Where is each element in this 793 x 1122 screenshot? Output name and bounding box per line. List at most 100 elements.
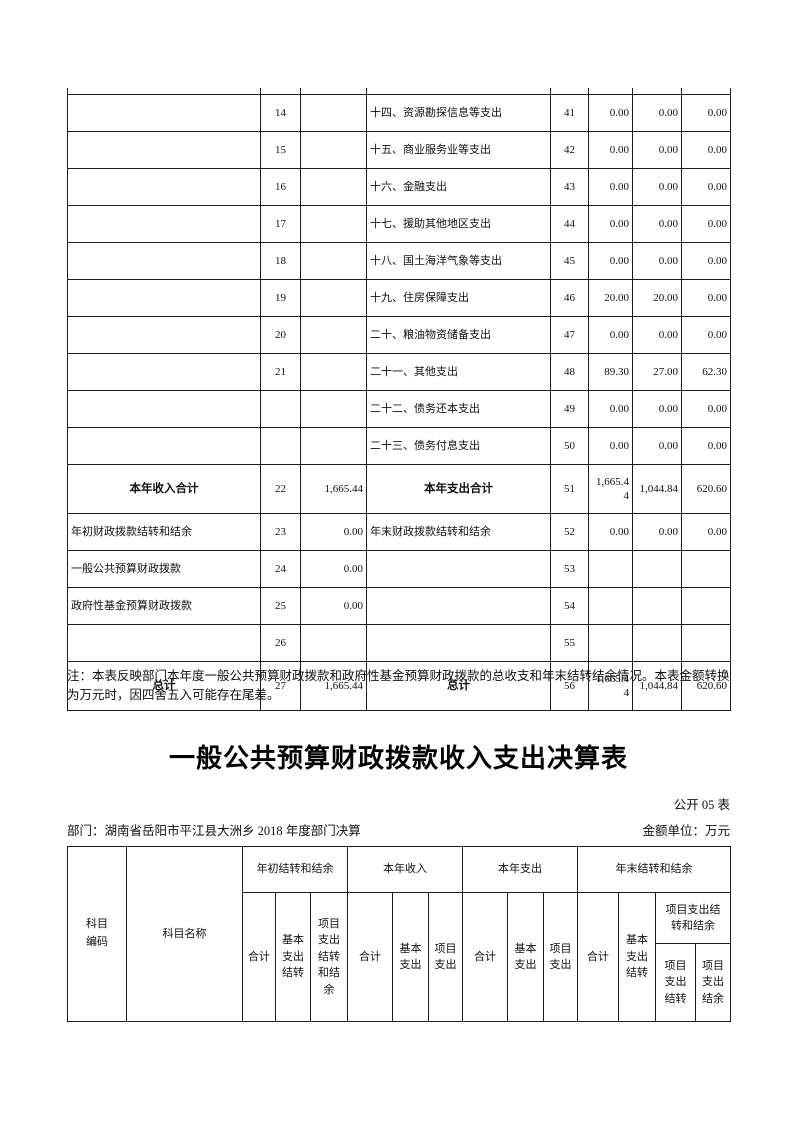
cell-income-line: 16 bbox=[260, 168, 301, 206]
header-project-expense-income: 项目支出 bbox=[428, 892, 463, 1022]
cell-exp-basic: 0.00 bbox=[632, 168, 682, 206]
cell-income-line: 17 bbox=[260, 205, 301, 243]
cell-exp-project: 620.60 bbox=[681, 464, 731, 514]
cell-income-line: 25 bbox=[260, 587, 301, 625]
cell-exp-total: 89.30 bbox=[588, 353, 633, 391]
cell-exp-basic: 0.00 bbox=[632, 94, 682, 132]
cell-exp-label: 二十一、其他支出 bbox=[366, 353, 551, 391]
cell-exp-total: 1,665.44 bbox=[588, 661, 633, 711]
cell-exp-label: 二十二、债务还本支出 bbox=[366, 390, 551, 428]
summary-table-row: 26 55 bbox=[67, 624, 731, 662]
cell-exp-project bbox=[681, 550, 731, 588]
header-total-income: 合计 bbox=[347, 892, 393, 1022]
summary-table-row: 17 十七、援助其他地区支出 44 0.00 0.00 0.00 bbox=[67, 205, 731, 243]
cell-income-amount bbox=[300, 316, 367, 354]
table-code-label: 公开 05 表 bbox=[673, 798, 730, 812]
cell-income-label bbox=[67, 279, 261, 317]
cell-income-line: 19 bbox=[260, 279, 301, 317]
cell-income-label bbox=[67, 390, 261, 428]
header-basic-carryover-end: 基本支出结转 bbox=[618, 892, 656, 1022]
cell-income-label: 政府性基金预算财政拨款 bbox=[67, 587, 261, 625]
cell-income-amount bbox=[300, 94, 367, 132]
cell-income-amount: 0.00 bbox=[300, 513, 367, 551]
cell-exp-total: 0.00 bbox=[588, 242, 633, 280]
cell-income-amount: 0.00 bbox=[300, 587, 367, 625]
cell-income-line: 24 bbox=[260, 550, 301, 588]
cell-exp-line: 43 bbox=[550, 168, 589, 206]
cell-exp-label: 本年支出合计 bbox=[366, 464, 551, 514]
cell-exp-basic: 1,044.84 bbox=[632, 464, 682, 514]
cell-income-amount: 1,665.44 bbox=[300, 464, 367, 514]
cell-income-amount bbox=[300, 168, 367, 206]
header-project-carryover-balance-end: 项目支出结转和结余 bbox=[655, 892, 731, 944]
cell-exp-basic: 0.00 bbox=[632, 131, 682, 169]
cell-exp-label: 总计 bbox=[366, 661, 551, 711]
cell-income-line: 26 bbox=[260, 624, 301, 662]
cell-income-label: 本年收入合计 bbox=[67, 464, 261, 514]
header-group-end-balance: 年末结转和结余 bbox=[577, 846, 731, 893]
cell-income-line: 18 bbox=[260, 242, 301, 280]
cell-exp-line: 56 bbox=[550, 661, 589, 711]
cell-exp-basic: 20.00 bbox=[632, 279, 682, 317]
cell-exp-line: 44 bbox=[550, 205, 589, 243]
header-project-expense-expense: 项目支出 bbox=[543, 892, 578, 1022]
cell-exp-basic: 0.00 bbox=[632, 242, 682, 280]
cell-exp-total bbox=[588, 624, 633, 662]
cell-exp-total: 0.00 bbox=[588, 427, 633, 465]
cell-exp-project: 0.00 bbox=[681, 279, 731, 317]
cell-exp-line: 47 bbox=[550, 316, 589, 354]
detail-table: 科目编码 科目名称 年初结转和结余 本年收入 本年支出 年末结转和结余 合计 基… bbox=[67, 846, 731, 1022]
cell-exp-line: 53 bbox=[550, 550, 589, 588]
cell-income-label bbox=[67, 353, 261, 391]
cell-income-label bbox=[67, 316, 261, 354]
header-group-begin-balance: 年初结转和结余 bbox=[242, 846, 348, 893]
department-line: 部门：湖南省岳阳市平江县大洲乡 2018 年度部门决算 bbox=[67, 824, 361, 838]
cell-exp-label: 十六、金融支出 bbox=[366, 168, 551, 206]
cell-income-line: 20 bbox=[260, 316, 301, 354]
unit-line: 金额单位：万元 bbox=[642, 824, 730, 838]
cell-income-line: 23 bbox=[260, 513, 301, 551]
header-total-end: 合计 bbox=[577, 892, 619, 1022]
detail-header-subsub-row: 项目支出结转 项目支出结余 bbox=[68, 943, 731, 1022]
cell-income-label bbox=[67, 205, 261, 243]
cell-exp-label bbox=[366, 550, 551, 588]
table-meta-row: 部门：湖南省岳阳市平江县大洲乡 2018 年度部门决算 金额单位：万元 bbox=[67, 820, 730, 839]
summary-table: 14 十四、资源勘探信息等支出 41 0.00 0.00 0.00 15 十五、商业服务业等支… bbox=[67, 88, 731, 711]
cell-income-amount bbox=[300, 427, 367, 465]
cell-exp-basic: 0.00 bbox=[632, 316, 682, 354]
summary-table-body: 14 十四、资源勘探信息等支出 41 0.00 0.00 0.00 15 十五、商业服务业等支… bbox=[67, 88, 731, 711]
cell-income-amount bbox=[300, 279, 367, 317]
cell-exp-total: 0.00 bbox=[588, 205, 633, 243]
cell-income-amount bbox=[300, 131, 367, 169]
summary-table-row: 年初财政拨款结转和结余 23 0.00 年末财政拨款结转和结余 52 0.00 0.00 0.… bbox=[67, 513, 731, 551]
cell-exp-project: 0.00 bbox=[681, 316, 731, 354]
cell-exp-total: 0.00 bbox=[588, 390, 633, 428]
summary-table-row: 二十二、债务还本支出 49 0.00 0.00 0.00 bbox=[67, 390, 731, 428]
cell-income-label bbox=[67, 242, 261, 280]
cell-exp-line: 48 bbox=[550, 353, 589, 391]
cell-income-label bbox=[67, 624, 261, 662]
cell-exp-line: 42 bbox=[550, 131, 589, 169]
page-title: 一般公共预算财政拨款收入支出决算表 bbox=[168, 743, 628, 773]
cell-exp-total bbox=[588, 587, 633, 625]
cell-exp-total: 0.00 bbox=[588, 168, 633, 206]
cell-exp-basic bbox=[632, 587, 682, 625]
cell-exp-basic bbox=[632, 624, 682, 662]
cell-exp-basic: 0.00 bbox=[632, 390, 682, 428]
cell-income-amount bbox=[300, 353, 367, 391]
cell-exp-total: 0.00 bbox=[588, 94, 633, 132]
detail-header-sub-row: 合计 基本支出结转 项目支出结转和结余 合计 基本支出 项目支出 合计 基本支出… bbox=[68, 892, 731, 1022]
cell-exp-total: 1,665.44 bbox=[588, 464, 633, 514]
cell-exp-line: 50 bbox=[550, 427, 589, 465]
cell-income-line: 22 bbox=[260, 464, 301, 514]
cell-income-label bbox=[67, 94, 261, 132]
header-basic-carryover-begin: 基本支出结转 bbox=[275, 892, 311, 1022]
cell-income-line: 14 bbox=[260, 94, 301, 132]
summary-table-row: 一般公共预算财政拨款 24 0.00 53 bbox=[67, 550, 731, 588]
cell-exp-basic: 27.00 bbox=[632, 353, 682, 391]
cell-income-amount bbox=[300, 242, 367, 280]
cell-income-line: 21 bbox=[260, 353, 301, 391]
cell-exp-label: 十九、住房保障支出 bbox=[366, 279, 551, 317]
cell-exp-project: 0.00 bbox=[681, 205, 731, 243]
cell-exp-project bbox=[681, 587, 731, 625]
